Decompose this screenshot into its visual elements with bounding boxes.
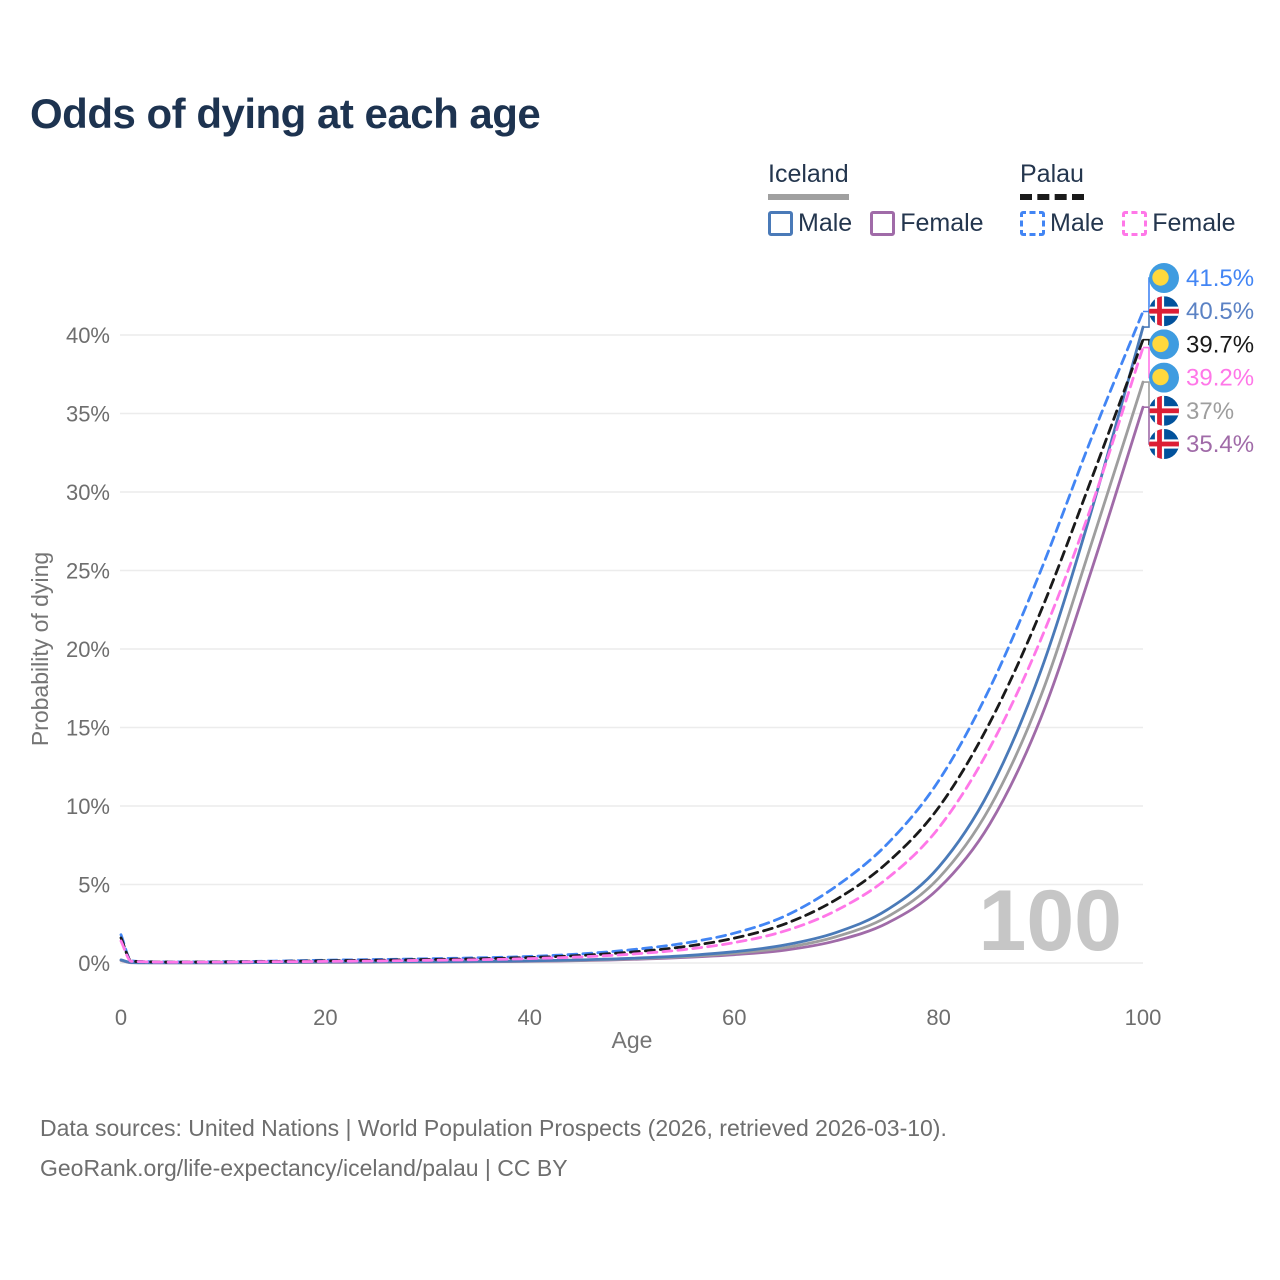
iceland-flag-icon [1149, 296, 1179, 326]
legend-item-palau-female[interactable]: Female [1122, 209, 1236, 238]
watermark-age-100: 100 [979, 873, 1123, 969]
y-tick-label: 25% [66, 559, 110, 584]
y-axis-title: Probability of dying [27, 552, 53, 746]
x-axis-title: Age [612, 1027, 653, 1053]
iceland-male-swatch-icon [768, 211, 793, 236]
gridlines [120, 334, 1143, 964]
legend-group-palau: Palau Male Female [1020, 160, 1236, 238]
chart-canvas: 0% 5% 10% 15% 20% 25% 30% 35% 40% 0 20 40 60 80 100 10… [27, 263, 1254, 1053]
footer: Data sources: United Nations | World Pop… [40, 1108, 947, 1188]
page-title: Odds of dying at each age [30, 90, 541, 137]
iceland-flag-icon [1149, 396, 1179, 426]
legend-country-iceland[interactable]: Iceland [768, 160, 849, 200]
legend-item-iceland-female[interactable]: Female [870, 209, 984, 238]
iceland-female-swatch-icon [870, 211, 896, 236]
legend-label-iceland-male: Male [798, 209, 853, 237]
y-tick-label: 20% [66, 637, 110, 662]
legend-item-iceland-male[interactable]: Male [768, 209, 852, 238]
legend-items-palau: Male Female [1020, 209, 1236, 238]
palau-male-swatch-icon [1020, 211, 1045, 236]
legend-label-iceland-female: Female [900, 209, 984, 237]
series-line-iceland-male[interactable] [119, 325, 1145, 965]
legend-country-palau[interactable]: Palau [1020, 160, 1084, 200]
end-value-label: 37% [1186, 398, 1234, 425]
y-tick-label: 15% [66, 716, 110, 741]
legend-group-iceland: Iceland Male Female [768, 160, 984, 238]
end-value-label: 35.4% [1186, 431, 1254, 458]
palau-flag-icon [1149, 362, 1179, 393]
end-labels: 41.5% 40.5% 39.7% 39.2% 37% 35.4% [1143, 263, 1254, 459]
series-line-palau-both-sexes[interactable] [119, 338, 1145, 964]
palau-female-swatch-icon [1122, 211, 1148, 236]
footer-sources: Data sources: United Nations | World Pop… [40, 1115, 947, 1141]
end-value-label: 40.5% [1186, 298, 1254, 325]
axis-ticks: 0% 5% 10% 15% 20% 25% 30% 35% 40% 0 20 40 60 80 100 [66, 323, 1161, 1030]
palau-flag-icon [1149, 329, 1179, 360]
x-tick-label: 80 [926, 1005, 950, 1030]
x-tick-label: 60 [722, 1005, 746, 1030]
y-tick-label: 35% [66, 402, 110, 427]
series-line-palau-female[interactable] [119, 346, 1145, 964]
x-tick-label: 0 [115, 1005, 127, 1030]
y-tick-label: 0% [78, 951, 110, 976]
legend-item-palau-male[interactable]: Male [1020, 209, 1104, 238]
y-tick-label: 5% [78, 873, 110, 898]
legend-label-palau-male: Male [1050, 209, 1105, 237]
y-tick-label: 30% [66, 480, 110, 505]
x-tick-label: 20 [313, 1005, 337, 1030]
y-tick-label: 40% [66, 323, 110, 348]
end-value-label: 39.2% [1186, 365, 1254, 392]
x-tick-label: 100 [1125, 1005, 1162, 1030]
series-lines [119, 310, 1145, 965]
x-tick-label: 40 [518, 1005, 542, 1030]
end-value-label: 39.7% [1186, 331, 1254, 358]
series-line-palau-male[interactable] [119, 310, 1145, 964]
end-value-label: 41.5% [1186, 265, 1254, 292]
legend-label-palau-female: Female [1152, 209, 1236, 237]
palau-flag-icon [1149, 263, 1179, 293]
y-tick-label: 10% [66, 794, 110, 819]
iceland-flag-icon [1149, 429, 1179, 459]
legend-items-iceland: Male Female [768, 209, 984, 238]
footer-url: GeoRank.org/life-expectancy/iceland/pala… [40, 1155, 568, 1181]
